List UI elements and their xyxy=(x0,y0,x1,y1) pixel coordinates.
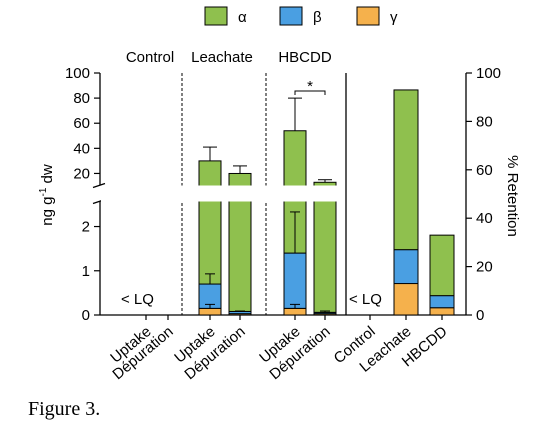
significance-star: * xyxy=(307,78,313,95)
axis-break-mark-top xyxy=(92,182,106,189)
bar-segment-beta xyxy=(283,252,307,309)
right-tick-label: 20 xyxy=(476,259,493,276)
legend-swatch-beta xyxy=(279,6,303,26)
group-label-leachate: Leachate xyxy=(191,49,253,66)
axis-break-band xyxy=(101,185,345,202)
legend-swatch-gamma xyxy=(356,6,380,26)
retention-bar-alpha xyxy=(393,89,419,251)
bar-segment-alpha xyxy=(313,181,337,313)
left-tick-label: 60 xyxy=(73,115,90,132)
retention-bar-beta xyxy=(429,295,455,309)
left-tick-label: 1 xyxy=(82,263,90,280)
legend: α β γ xyxy=(204,6,398,26)
significance-bracket xyxy=(294,90,326,95)
y-axis-title-left: ng g-1 dw xyxy=(38,164,56,226)
below-lq-label-left: < LQ xyxy=(121,291,154,308)
bar-segment-alpha xyxy=(198,160,222,285)
legend-label-beta: β xyxy=(313,9,322,26)
right-tick-label: 80 xyxy=(476,113,493,130)
retention-bar-gamma xyxy=(393,283,419,316)
figure-caption: Figure 3. xyxy=(28,398,101,420)
bar-segment-gamma xyxy=(198,307,222,316)
retention-bar-alpha xyxy=(429,234,455,297)
left-tick-label: 20 xyxy=(73,165,90,182)
group-label-control: Control xyxy=(126,49,174,66)
left-tick-label: 100 xyxy=(65,65,90,82)
y-axis-title-right: % Retention xyxy=(504,155,521,237)
left-tick-label: 0 xyxy=(82,307,90,324)
legend-swatch-alpha xyxy=(204,6,228,26)
group-label-hbcdd: HBCDD xyxy=(278,49,332,66)
right-tick-label: 100 xyxy=(476,65,501,82)
legend-label-alpha: α xyxy=(238,9,247,26)
left-tick-label: 2 xyxy=(82,219,90,236)
right-tick-label: 40 xyxy=(476,210,493,227)
retention-bar-gamma xyxy=(429,307,455,316)
legend-label-gamma: γ xyxy=(390,9,398,26)
figure-chart: α β γ Control Leachate HBCDD ng g-1 dw % R… xyxy=(38,6,521,383)
right-tick-label: 0 xyxy=(476,307,484,324)
below-lq-label-right: < LQ xyxy=(349,291,382,308)
bar-segment-gamma xyxy=(283,307,307,316)
plot-area: 20406080100012020406080100UptakeDépurati… xyxy=(65,65,501,383)
left-tick-label: 80 xyxy=(73,90,90,107)
right-tick-label: 60 xyxy=(476,162,493,179)
retention-bar-beta xyxy=(393,249,419,285)
left-tick-label: 40 xyxy=(73,140,90,157)
